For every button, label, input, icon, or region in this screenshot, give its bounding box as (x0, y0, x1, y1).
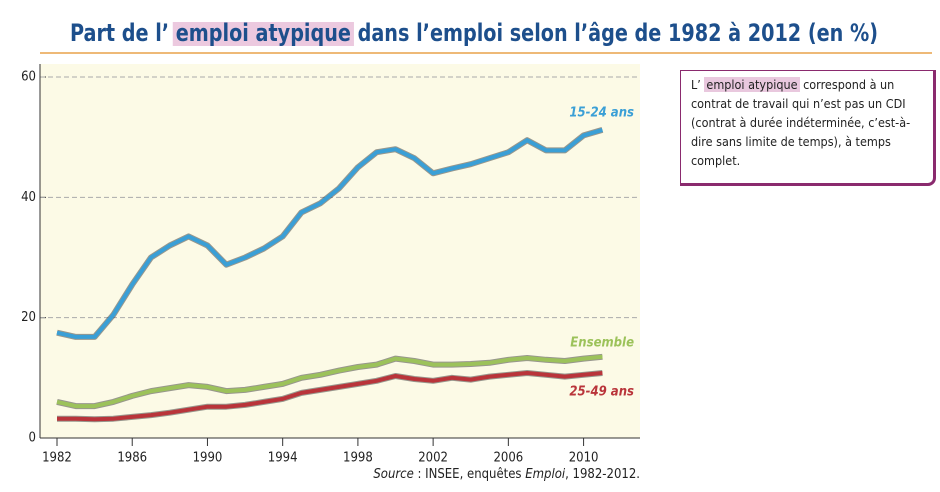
note-part: L’ (691, 77, 705, 92)
title-part: emploi atypique (176, 19, 351, 47)
y-tick-label: 20 (21, 310, 36, 325)
x-tick-label: 1986 (117, 451, 147, 466)
x-tick-label: 2006 (493, 451, 523, 466)
note-part: correspond à un contrat de travail qui n… (691, 77, 911, 168)
y-tick-label: 0 (29, 431, 36, 446)
title-part: dans l’emploi selon l’âge de 1982 à 2012… (351, 19, 878, 47)
x-tick-label: 2002 (418, 451, 448, 466)
series-label: Ensemble (570, 336, 634, 351)
x-tick-label: 2010 (569, 451, 599, 466)
series-line (57, 371, 603, 422)
x-tick-label: 1998 (343, 451, 373, 466)
series-label: 25-49 ans (569, 385, 634, 400)
source-part: : INSEE, enquêtes (414, 467, 525, 482)
chart-title: Part de l’ emploi atypique dans l’emploi… (70, 19, 878, 47)
x-tick-label: 1982 (42, 451, 72, 466)
title-part: Part de l’ (70, 19, 176, 47)
source-part: , 1982-2012. (565, 467, 640, 482)
source: Source : INSEE, enquêtes Emploi, 1982-20… (373, 467, 640, 482)
plot-background (40, 64, 640, 438)
x-tick-label: 1990 (193, 451, 223, 466)
x-tick-label: 1994 (268, 451, 298, 466)
source-part: Emploi (525, 467, 566, 482)
series-line (56, 127, 603, 339)
series-label: 15-24 ans (569, 106, 634, 121)
note-box: L’ emploi atypique correspond à un contr… (680, 70, 936, 186)
source-part: Source (373, 467, 413, 482)
y-tick-label: 60 (21, 70, 36, 85)
series-line (56, 354, 603, 409)
note-part: emploi atypique (704, 77, 800, 92)
title-highlight (172, 22, 354, 46)
y-tick-label: 40 (21, 190, 36, 205)
